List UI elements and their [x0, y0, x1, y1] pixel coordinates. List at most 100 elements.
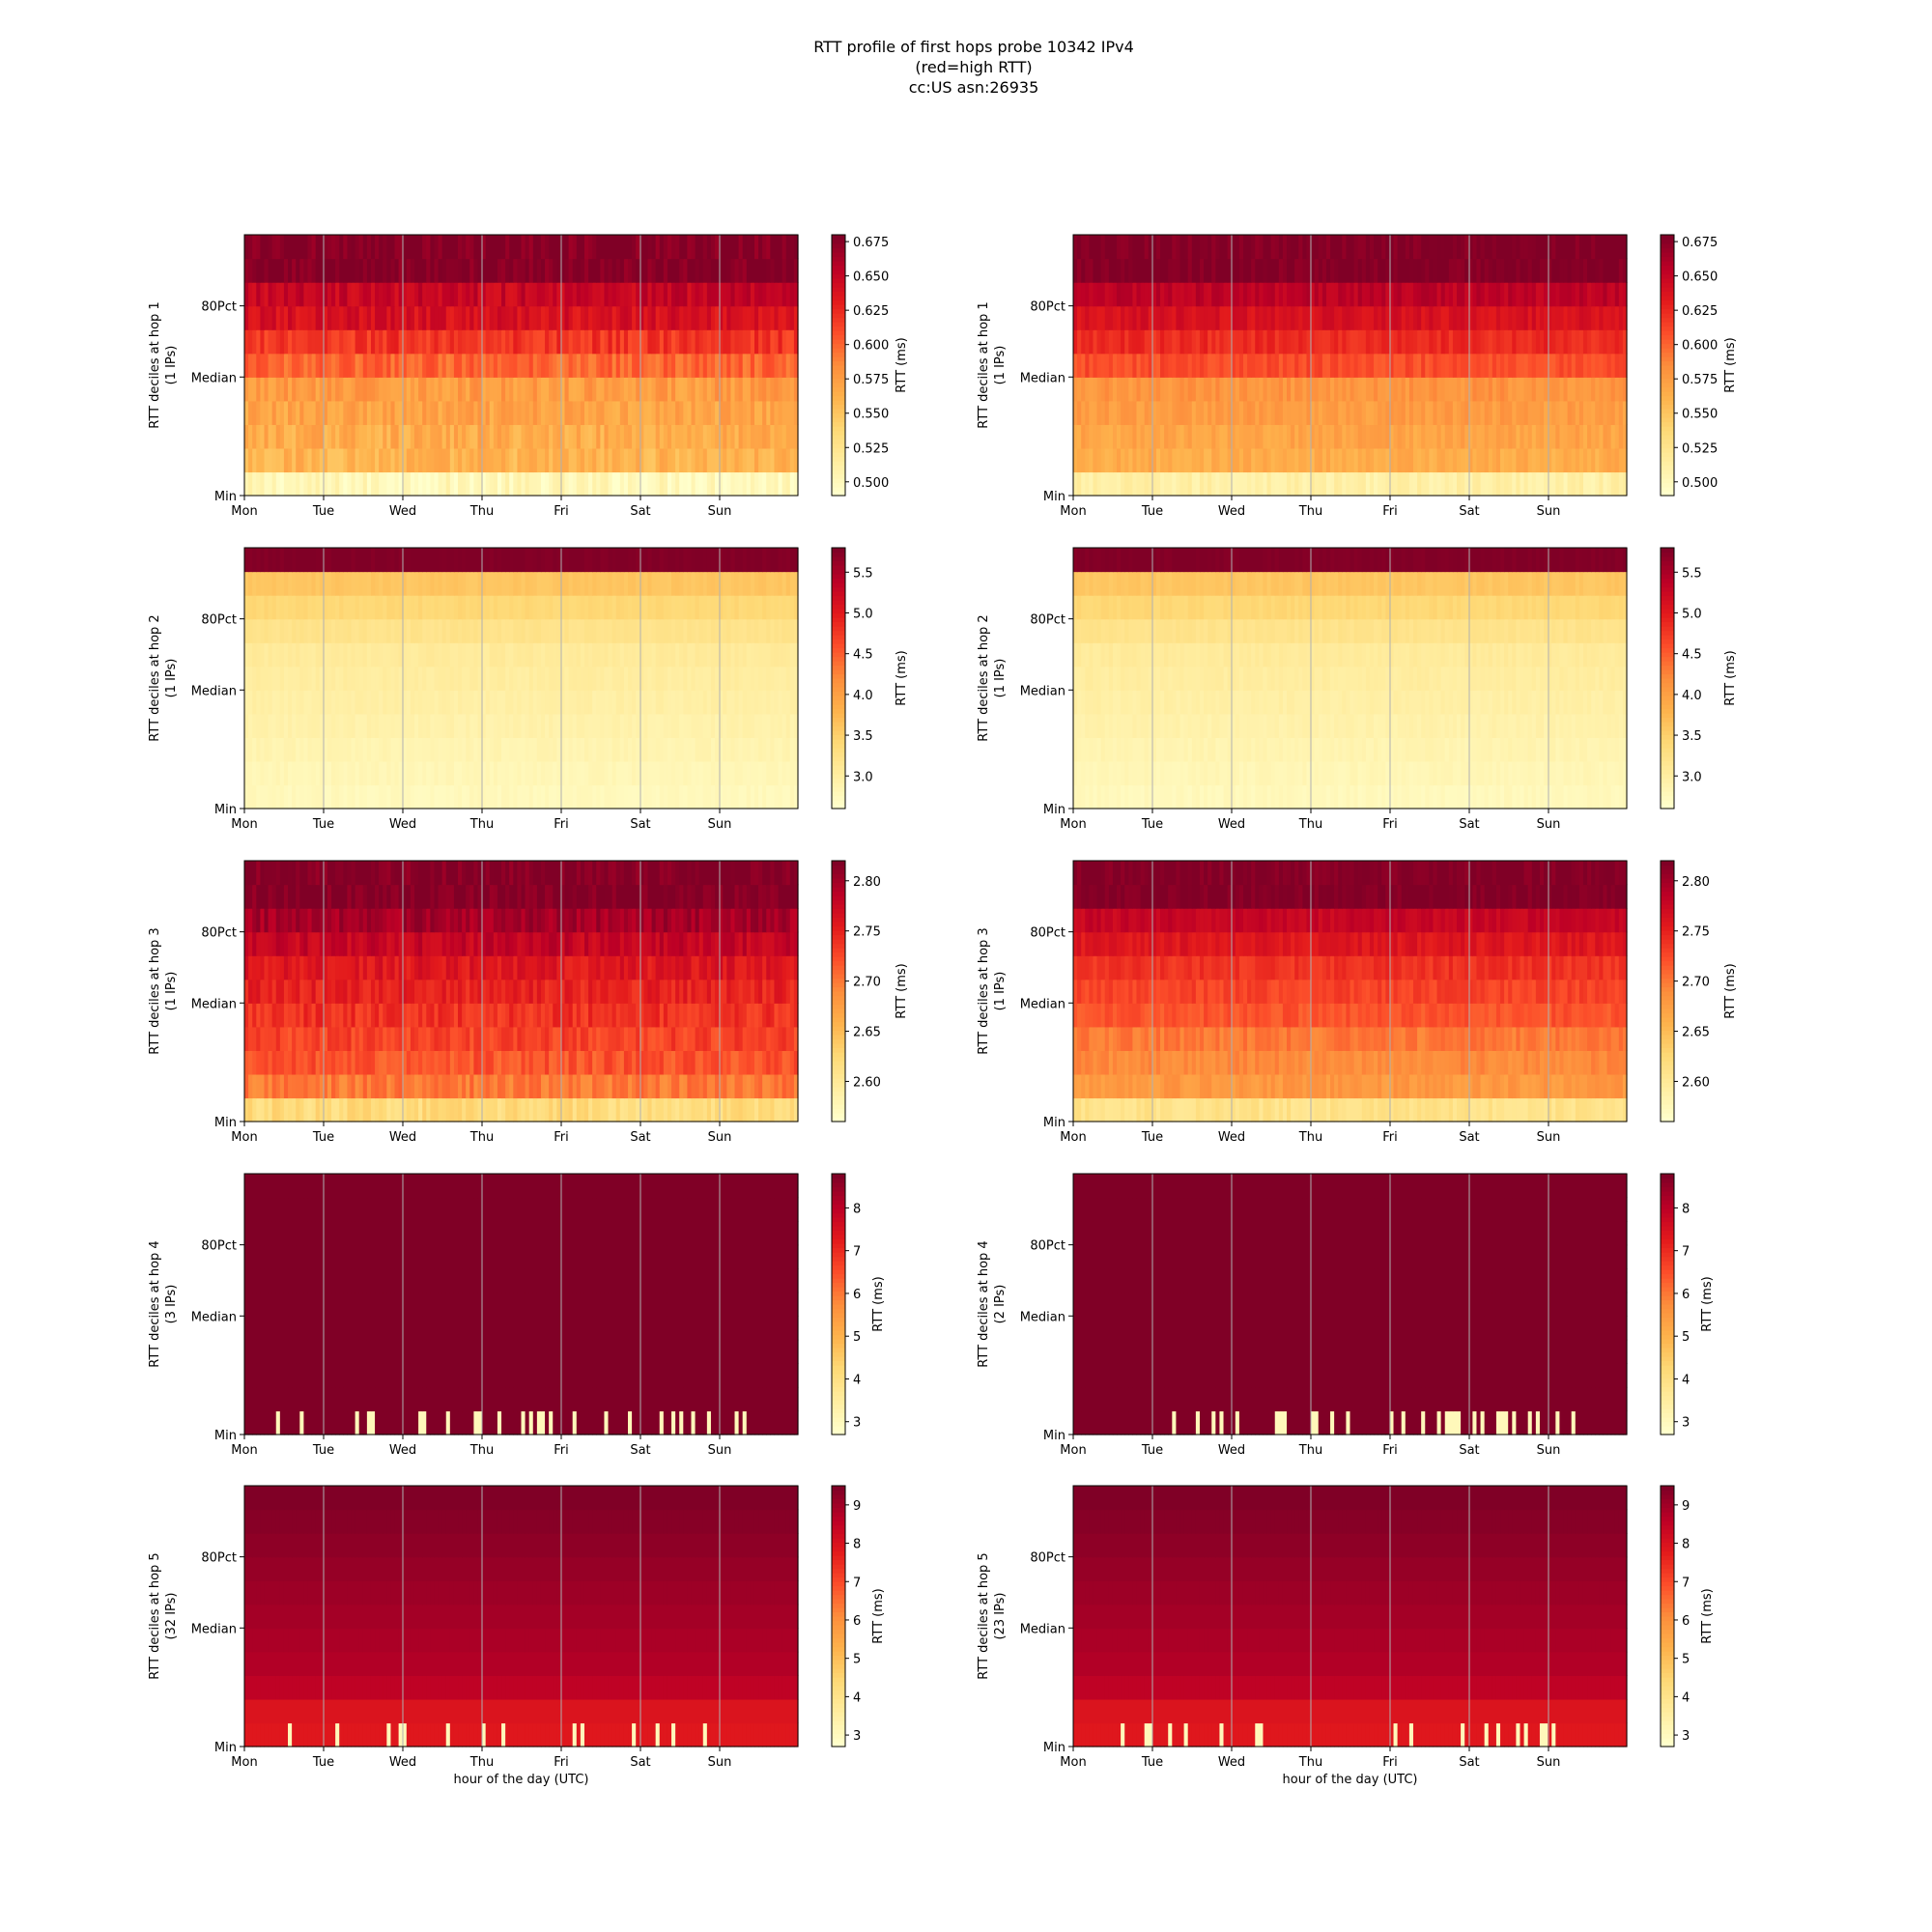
- heat-cell: [1575, 353, 1580, 378]
- heat-cell: [525, 666, 530, 691]
- heat-cell: [1199, 282, 1205, 307]
- x-tick-label: Mon: [231, 817, 257, 832]
- heat-cell: [449, 666, 455, 691]
- heat-cell: [1124, 400, 1129, 425]
- heat-cell: [489, 377, 495, 402]
- heat-cell: [1247, 305, 1252, 330]
- heat-cell: [513, 282, 518, 307]
- heat-cell: [1231, 377, 1236, 402]
- heat-cell: [1614, 400, 1620, 425]
- heat-cell: [1187, 235, 1193, 260]
- heat-cell: [715, 400, 720, 425]
- heat-cell: [1334, 329, 1339, 355]
- heat-cell: [1618, 305, 1624, 330]
- heat-cell: [572, 760, 578, 786]
- heat-cell: [1306, 258, 1312, 283]
- heat-cell: [307, 548, 313, 573]
- heat-cell: [256, 471, 261, 497]
- heat-cell: [706, 784, 712, 810]
- heat-cell: [402, 642, 408, 668]
- heat-cell: [1464, 329, 1469, 355]
- heat-cell: [481, 235, 487, 260]
- heat-cell: [1168, 353, 1173, 378]
- heat-cell: [264, 618, 270, 643]
- heat-cell: [726, 305, 732, 330]
- heat-cell: [402, 548, 408, 573]
- heat-cell: [1374, 258, 1378, 283]
- heat-cell: [1325, 282, 1331, 307]
- heat-cell: [418, 353, 423, 378]
- heat-cell: [466, 377, 470, 402]
- heat-cell: [1342, 329, 1347, 355]
- heat-cell: [493, 329, 498, 355]
- heat-cell: [1081, 377, 1086, 402]
- heat-cell: [1342, 235, 1347, 260]
- heat-cell: [292, 400, 297, 425]
- heat-cell: [279, 760, 285, 786]
- heat-cell: [386, 305, 392, 330]
- heat-cell: [252, 329, 257, 355]
- heat-cell: [347, 471, 353, 497]
- heat-cell: [1164, 377, 1169, 402]
- heat-cell: [375, 400, 380, 425]
- heat-cell: [1128, 400, 1133, 425]
- heat-cell: [288, 642, 293, 668]
- heat-cell: [545, 571, 550, 596]
- heat-cell: [406, 571, 412, 596]
- heat-cell: [592, 447, 597, 473]
- heat-cell: [770, 424, 776, 449]
- heat-cell: [1512, 353, 1517, 378]
- heat-cell: [710, 642, 716, 668]
- heat-cell: [351, 571, 356, 596]
- heat-cell: [426, 235, 431, 260]
- heat-cell: [497, 424, 502, 449]
- heat-cell: [331, 548, 336, 573]
- heat-cell: [647, 784, 653, 810]
- heat-cell: [509, 548, 514, 573]
- heat-cell: [1476, 424, 1482, 449]
- heat-cell: [568, 690, 574, 715]
- heat-cell: [1618, 353, 1624, 378]
- heat-cell: [315, 235, 321, 260]
- heat-cell: [734, 329, 740, 355]
- heat-cell: [1495, 258, 1501, 283]
- heat-cell: [1412, 377, 1418, 402]
- heat-cell: [434, 353, 440, 378]
- heat-cell: [766, 353, 771, 378]
- heat-cell: [1255, 471, 1260, 497]
- heat-cell: [619, 760, 625, 786]
- heat-cell: [343, 595, 349, 620]
- heat-cell: [1369, 282, 1375, 307]
- heat-cell: [1251, 353, 1256, 378]
- heat-cell: [615, 377, 621, 402]
- heat-cell: [1168, 282, 1173, 307]
- heat-cell: [651, 690, 657, 715]
- heat-cell: [1121, 282, 1125, 307]
- heat-cell: [671, 305, 676, 330]
- heat-cell: [758, 235, 763, 260]
- heat-cell: [1148, 353, 1153, 378]
- heat-cell: [462, 760, 467, 786]
- heat-cell: [1242, 258, 1248, 283]
- heat-cell: [283, 760, 289, 786]
- colorbar-segment: [1661, 299, 1674, 305]
- heat-cell: [619, 424, 625, 449]
- heat-cell: [1266, 235, 1272, 260]
- heat-cell: [1523, 282, 1529, 307]
- heat-cell: [753, 471, 759, 497]
- heat-cell: [583, 784, 589, 810]
- heat-cell: [453, 618, 459, 643]
- heat-cell: [1274, 471, 1280, 497]
- heat-cell: [1077, 784, 1082, 810]
- heat-cell: [398, 400, 404, 425]
- heat-cell: [1448, 447, 1454, 473]
- heat-cell: [358, 571, 364, 596]
- heat-cell: [458, 784, 463, 810]
- heat-cell: [576, 571, 582, 596]
- heat-cell: [683, 571, 688, 596]
- heat-cell: [568, 424, 574, 449]
- heat-cell: [430, 282, 436, 307]
- heat-cell: [1520, 282, 1525, 307]
- heat-cell: [275, 329, 281, 355]
- heat-cell: [268, 548, 273, 573]
